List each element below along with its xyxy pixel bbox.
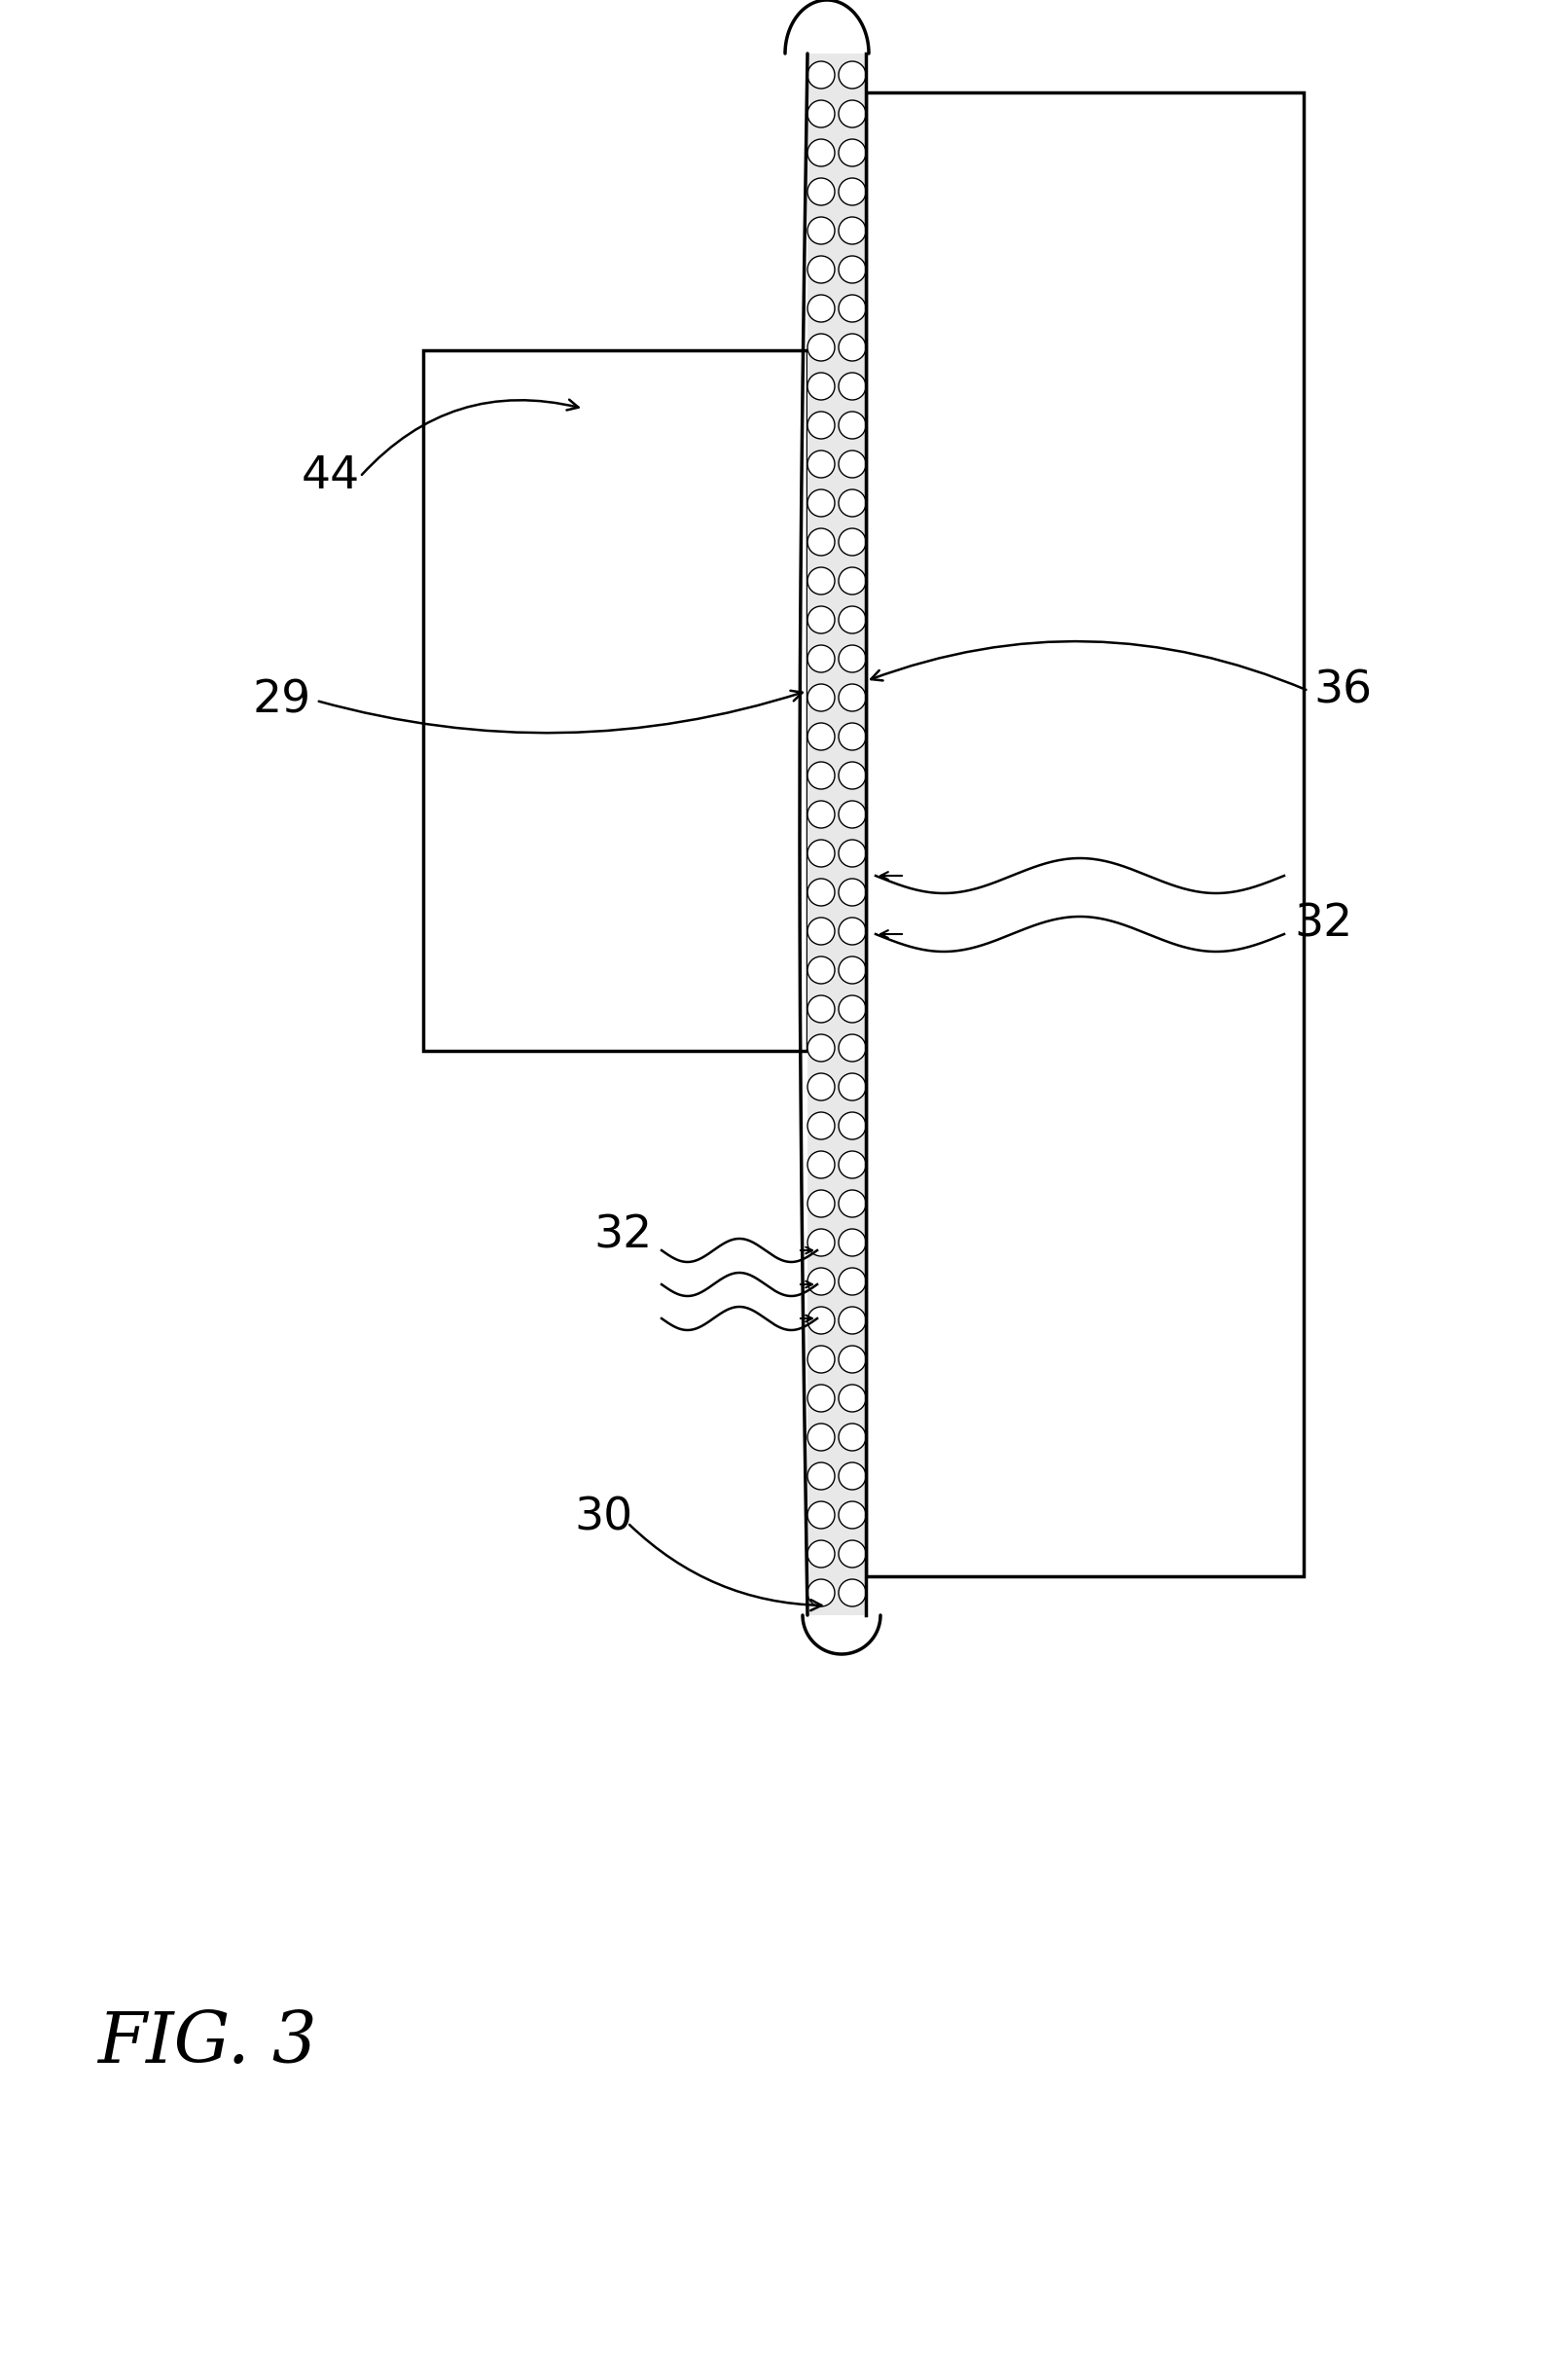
- Circle shape: [839, 178, 867, 205]
- Circle shape: [839, 490, 867, 516]
- Circle shape: [839, 1073, 867, 1100]
- Circle shape: [808, 919, 834, 945]
- Circle shape: [808, 1073, 834, 1100]
- Circle shape: [808, 1307, 834, 1335]
- Circle shape: [808, 1152, 834, 1178]
- Circle shape: [808, 1502, 834, 1528]
- Circle shape: [808, 800, 834, 828]
- Circle shape: [839, 566, 867, 595]
- Circle shape: [808, 138, 834, 167]
- Circle shape: [839, 1152, 867, 1178]
- Circle shape: [839, 1228, 867, 1257]
- Circle shape: [808, 1228, 834, 1257]
- Text: 30: 30: [574, 1497, 632, 1540]
- Circle shape: [839, 257, 867, 283]
- Circle shape: [839, 217, 867, 245]
- Text: 36: 36: [1314, 669, 1372, 712]
- Circle shape: [808, 1461, 834, 1490]
- Circle shape: [808, 100, 834, 129]
- Circle shape: [808, 528, 834, 555]
- Circle shape: [839, 1035, 867, 1061]
- Circle shape: [839, 800, 867, 828]
- Bar: [867, 93, 1303, 1576]
- Circle shape: [839, 607, 867, 633]
- Circle shape: [808, 1345, 834, 1373]
- Circle shape: [808, 374, 834, 400]
- Circle shape: [808, 257, 834, 283]
- Circle shape: [808, 490, 834, 516]
- Circle shape: [839, 995, 867, 1023]
- Circle shape: [839, 333, 867, 362]
- Circle shape: [839, 1385, 867, 1411]
- Bar: [423, 350, 808, 1052]
- Circle shape: [808, 450, 834, 478]
- Circle shape: [839, 100, 867, 129]
- Text: 32: 32: [594, 1214, 652, 1257]
- Circle shape: [839, 724, 867, 750]
- Circle shape: [808, 1111, 834, 1140]
- Circle shape: [808, 295, 834, 321]
- Bar: [808, 52, 867, 1616]
- Circle shape: [808, 683, 834, 712]
- Circle shape: [839, 1423, 867, 1452]
- Circle shape: [839, 374, 867, 400]
- Circle shape: [808, 217, 834, 245]
- Text: 29: 29: [253, 678, 311, 724]
- Circle shape: [808, 1269, 834, 1295]
- Circle shape: [839, 1190, 867, 1216]
- Circle shape: [839, 528, 867, 555]
- Circle shape: [839, 138, 867, 167]
- Circle shape: [839, 1345, 867, 1373]
- Circle shape: [808, 762, 834, 790]
- Circle shape: [808, 1580, 834, 1606]
- Circle shape: [808, 995, 834, 1023]
- Circle shape: [808, 1540, 834, 1568]
- Circle shape: [808, 607, 834, 633]
- Text: FIG. 3: FIG. 3: [97, 2009, 318, 2078]
- Circle shape: [839, 762, 867, 790]
- Circle shape: [808, 645, 834, 674]
- Circle shape: [839, 919, 867, 945]
- Circle shape: [839, 840, 867, 866]
- Circle shape: [808, 1385, 834, 1411]
- Circle shape: [808, 566, 834, 595]
- Circle shape: [839, 412, 867, 438]
- Circle shape: [839, 1502, 867, 1528]
- Circle shape: [839, 1269, 867, 1295]
- Circle shape: [839, 1540, 867, 1568]
- Circle shape: [839, 295, 867, 321]
- Circle shape: [839, 1580, 867, 1606]
- Circle shape: [808, 724, 834, 750]
- Circle shape: [839, 450, 867, 478]
- Circle shape: [839, 1111, 867, 1140]
- Text: 32: 32: [1294, 902, 1352, 947]
- Circle shape: [839, 878, 867, 907]
- Circle shape: [808, 840, 834, 866]
- Circle shape: [808, 178, 834, 205]
- Circle shape: [808, 62, 834, 88]
- Circle shape: [839, 1461, 867, 1490]
- Circle shape: [839, 62, 867, 88]
- Circle shape: [808, 333, 834, 362]
- Circle shape: [808, 1190, 834, 1216]
- Circle shape: [839, 957, 867, 983]
- Circle shape: [808, 1423, 834, 1452]
- Circle shape: [808, 412, 834, 438]
- Circle shape: [839, 683, 867, 712]
- Circle shape: [808, 1035, 834, 1061]
- Circle shape: [839, 645, 867, 674]
- Circle shape: [808, 878, 834, 907]
- Circle shape: [839, 1307, 867, 1335]
- Circle shape: [808, 957, 834, 983]
- Text: 44: 44: [302, 455, 361, 500]
